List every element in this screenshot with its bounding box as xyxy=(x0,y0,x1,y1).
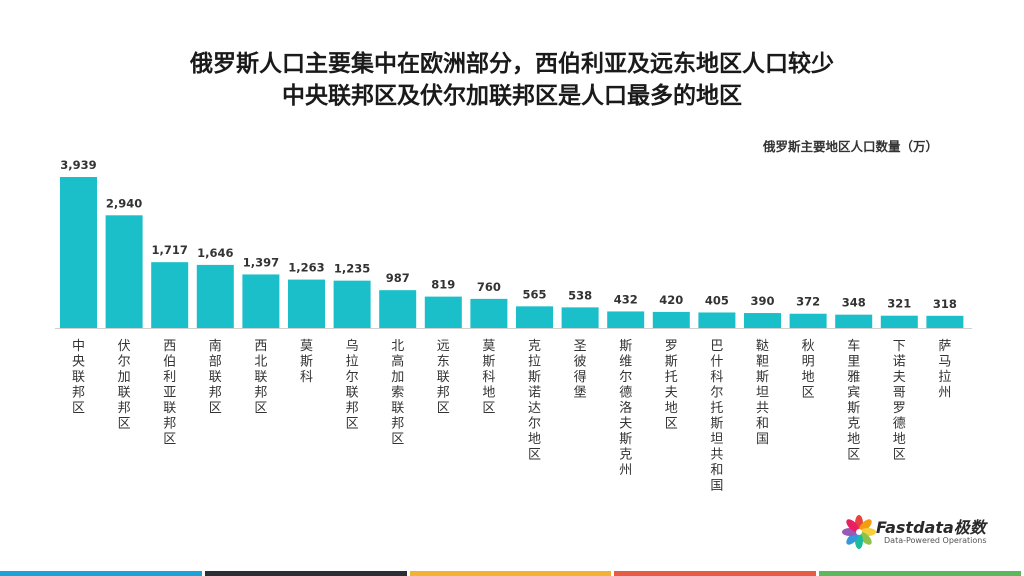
category-label: 秋明地区 xyxy=(802,339,815,401)
category-label: 莫斯科 xyxy=(300,339,313,385)
bar xyxy=(288,279,325,328)
category-label: 下诺夫哥罗德地区 xyxy=(893,339,906,463)
category-label: 圣彼得堡 xyxy=(574,339,587,401)
category-label: 远东联邦区 xyxy=(437,339,450,416)
bar xyxy=(151,262,189,328)
data-label: 420 xyxy=(659,293,683,307)
data-label: 3,939 xyxy=(60,158,96,172)
footer-strip-segment xyxy=(614,571,817,576)
footer-strip-segment xyxy=(0,571,202,576)
bar xyxy=(379,290,417,328)
footer-strip-segment xyxy=(819,571,1021,576)
data-label: 1,235 xyxy=(334,262,370,276)
bar xyxy=(424,296,462,328)
bar xyxy=(516,306,553,328)
bar-chart: 3,939 中央联邦区 2,940 伏尔加联邦区 1,717 西伯利亚联邦区 1,646 南部… xyxy=(55,158,972,494)
data-label: 2,940 xyxy=(106,196,142,210)
data-label: 987 xyxy=(386,271,410,285)
bar xyxy=(698,312,736,328)
footer-strip-segment xyxy=(409,571,612,576)
data-label: 372 xyxy=(796,295,820,309)
bar xyxy=(789,313,827,328)
category-label: 克拉斯诺达尔地区 xyxy=(528,339,541,463)
category-label: 巴什科尔托斯坦共和国 xyxy=(710,339,723,494)
bar xyxy=(242,274,280,328)
data-label: 565 xyxy=(522,287,546,301)
data-label: 405 xyxy=(705,293,729,307)
data-label: 348 xyxy=(842,296,866,310)
category-label: 鞑靼斯坦共和国 xyxy=(756,339,769,447)
category-label: 车里雅宾斯克地区 xyxy=(847,338,860,463)
bar xyxy=(333,280,371,328)
data-label: 1,646 xyxy=(197,246,233,260)
title-line-1: 俄罗斯人口主要集中在欧洲部分，西伯利亚及远东地区人口较少 xyxy=(190,51,834,77)
bar xyxy=(196,264,234,328)
logo-flower-icon xyxy=(842,515,876,549)
category-label: 中央联邦区 xyxy=(72,339,85,416)
data-label: 318 xyxy=(933,297,957,311)
data-label: 1,717 xyxy=(152,243,188,257)
category-label: 南部联邦区 xyxy=(209,338,222,416)
data-label: 1,263 xyxy=(288,261,324,275)
data-label: 390 xyxy=(750,294,774,308)
data-label: 760 xyxy=(477,280,501,294)
category-label: 乌拉尔联邦区 xyxy=(346,338,359,432)
data-label: 1,397 xyxy=(243,255,279,269)
bar xyxy=(835,314,873,328)
bar xyxy=(607,311,645,328)
category-label: 斯维尔德洛夫斯克州 xyxy=(619,339,632,478)
data-label: 538 xyxy=(568,288,592,302)
bar xyxy=(470,298,508,328)
category-label: 伏尔加联邦区 xyxy=(118,339,131,432)
bar xyxy=(652,311,690,328)
fastdata-logo: Fastdata极数 Data-Powered Operations xyxy=(842,512,1002,556)
footer-strip-segment xyxy=(204,571,407,576)
category-label: 北高加索联邦区 xyxy=(391,339,404,447)
category-label: 萨马拉州 xyxy=(938,339,951,401)
data-label: 321 xyxy=(887,297,911,311)
unit-label: 俄罗斯主要地区人口数量（万） xyxy=(762,139,938,154)
category-label: 莫斯科地区 xyxy=(482,339,495,416)
logo-name: Fastdata极数 xyxy=(876,518,986,537)
category-label: 罗斯托夫地区 xyxy=(665,339,678,432)
logo-tagline: Data-Powered Operations xyxy=(884,536,987,545)
data-label: 432 xyxy=(614,292,638,306)
bar xyxy=(880,315,918,328)
bar xyxy=(744,313,781,328)
title-line-2: 中央联邦区及伏尔加联邦区是人口最多的地区 xyxy=(282,83,742,109)
category-label: 西伯利亚联邦区 xyxy=(163,339,176,447)
data-label: 819 xyxy=(431,278,455,292)
chart-title: 俄罗斯人口主要集中在欧洲部分，西伯利亚及远东地区人口较少 中央联邦区及伏尔加联邦… xyxy=(0,48,1024,112)
category-label: 西北联邦区 xyxy=(254,339,267,416)
bar xyxy=(561,307,599,328)
bar xyxy=(926,315,964,328)
bar xyxy=(105,215,143,328)
bar xyxy=(60,177,97,328)
